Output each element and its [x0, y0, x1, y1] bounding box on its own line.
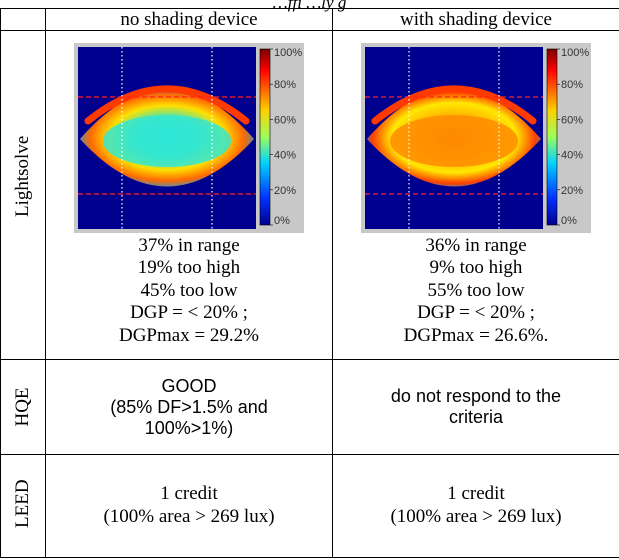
results-table: no shading device with shading device Li…	[0, 8, 619, 558]
result-line: 19% too high	[137, 257, 241, 279]
hqe-line: GOOD	[161, 375, 217, 396]
colorbar-tick-label: 60%	[561, 114, 583, 126]
hqe-line: (85% DF>1.5% and	[110, 396, 268, 417]
heatmap-with-shading: 100% 80% 60% 40% 20% 0%	[361, 42, 591, 233]
row-lightsolve: Lightsolve 100% 80% 60% 40% 20% 0% 37% in ran…	[0, 30, 619, 360]
leed-line: 1 credit	[160, 483, 218, 504]
result-line: 37% in range	[138, 234, 240, 256]
colorbar-tick-label: 100%	[561, 47, 589, 59]
header-corner	[0, 8, 46, 31]
heatmap-no-shading: 100% 80% 60% 40% 20% 0%	[74, 42, 304, 233]
core-region	[102, 114, 232, 167]
result-line: DGP = < 20% ;	[130, 302, 248, 324]
colorbar-tick-label: 80%	[561, 79, 583, 91]
colorbar-tick-label: 40%	[561, 149, 583, 161]
result-line: DGP = < 20% ;	[417, 302, 535, 324]
header-row: no shading device with shading device	[0, 8, 619, 31]
cell-hqe-with-shading: do not respond to the criteria	[332, 359, 619, 455]
header-with-shading: with shading device	[332, 8, 619, 31]
row-label-leed: LEED	[0, 454, 46, 558]
colorbar-tick-label: 60%	[274, 114, 296, 126]
lightsolve-no-shading-results: 37% in range 19% too high 45% too low DG…	[46, 233, 332, 351]
hqe-line: criteria	[448, 407, 503, 427]
lightsolve-with-shading-results: 36% in range 9% too high 55% too low DGP…	[333, 233, 619, 351]
colorbar-tick-label: 20%	[561, 185, 583, 197]
colorbar-tick-label: 40%	[274, 149, 296, 161]
core-region	[389, 114, 519, 167]
hqe-line: 100%>1%)	[144, 417, 234, 438]
row-label-lightsolve: Lightsolve	[0, 30, 46, 360]
colorbar-tick-label: 0%	[561, 215, 577, 227]
colorbar-tick-label: 0%	[274, 215, 290, 227]
result-line: 36% in range	[425, 234, 527, 256]
leed-line: (100% area > 269 lux)	[390, 505, 562, 527]
colorbar	[259, 48, 271, 226]
row-leed: LEED 1 credit (100% area > 269 lux) 1 cr…	[0, 454, 619, 558]
result-line: 9% too high	[429, 257, 523, 279]
row-hqe: HQE GOOD (85% DF>1.5% and 100%>1%) do no…	[0, 359, 619, 455]
leed-line: 1 credit	[447, 483, 505, 504]
cell-lightsolve-no-shading: 100% 80% 60% 40% 20% 0% 37% in range 19% too …	[45, 30, 333, 360]
colorbar-tick-label: 100%	[274, 47, 302, 59]
result-line: DGPmax = 26.6%.	[403, 324, 549, 346]
cell-leed-with-shading: 1 credit (100% area > 269 lux)	[332, 454, 619, 558]
colorbar-tick-label: 80%	[274, 79, 296, 91]
leed-line: (100% area > 269 lux)	[103, 505, 275, 527]
high-illuminance-arc	[84, 85, 250, 125]
colorbar	[546, 48, 558, 226]
result-line: 55% too low	[427, 279, 525, 301]
hqe-line: do not respond to the	[390, 386, 562, 406]
cell-hqe-no-shading: GOOD (85% DF>1.5% and 100%>1%)	[45, 359, 333, 455]
cell-leed-no-shading: 1 credit (100% area > 269 lux)	[45, 454, 333, 558]
colorbar-tick-label: 20%	[274, 185, 296, 197]
high-illuminance-arc	[371, 85, 537, 125]
header-no-shading: no shading device	[45, 8, 333, 31]
result-line: 45% too low	[140, 279, 238, 301]
cell-lightsolve-with-shading: 100% 80% 60% 40% 20% 0% 36% in range 9% too h…	[332, 30, 619, 360]
row-label-hqe: HQE	[0, 359, 46, 455]
result-line: DGPmax = 29.2%	[118, 324, 259, 346]
